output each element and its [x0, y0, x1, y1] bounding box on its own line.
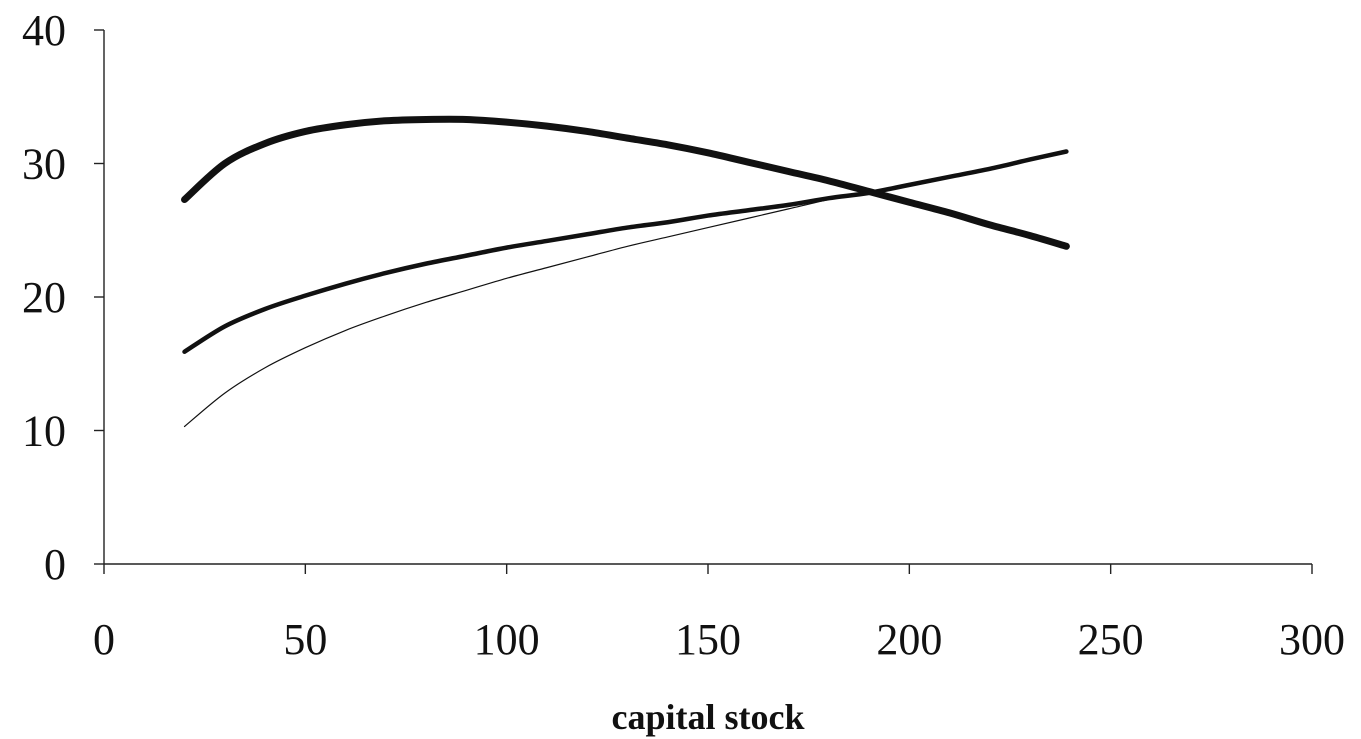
- x-ticks: 0 50 100 150 200 250 300: [93, 564, 1345, 664]
- series-line-thin: [183, 150, 1067, 428]
- x-tick-label: 100: [474, 615, 540, 664]
- axes: [103, 30, 1312, 565]
- y-tick-label: 10: [22, 407, 66, 456]
- x-axis-title: capital stock: [612, 697, 805, 737]
- y-tick-label: 0: [44, 540, 66, 589]
- series-line-thick: [181, 115, 1070, 250]
- x-tick-label: 0: [93, 615, 115, 664]
- x-tick-label: 50: [283, 615, 327, 664]
- y-tick-label: 20: [22, 273, 66, 322]
- y-tick-label: 40: [22, 6, 66, 55]
- x-tick-label: 300: [1279, 615, 1345, 664]
- y-tick-label: 30: [22, 140, 66, 189]
- series-line-medium: [182, 149, 1069, 354]
- x-tick-label: 200: [876, 615, 942, 664]
- x-tick-label: 250: [1078, 615, 1144, 664]
- series-group: [181, 115, 1070, 428]
- x-tick-label: 150: [675, 615, 741, 664]
- y-ticks: 0 10 20 30 40: [22, 6, 104, 589]
